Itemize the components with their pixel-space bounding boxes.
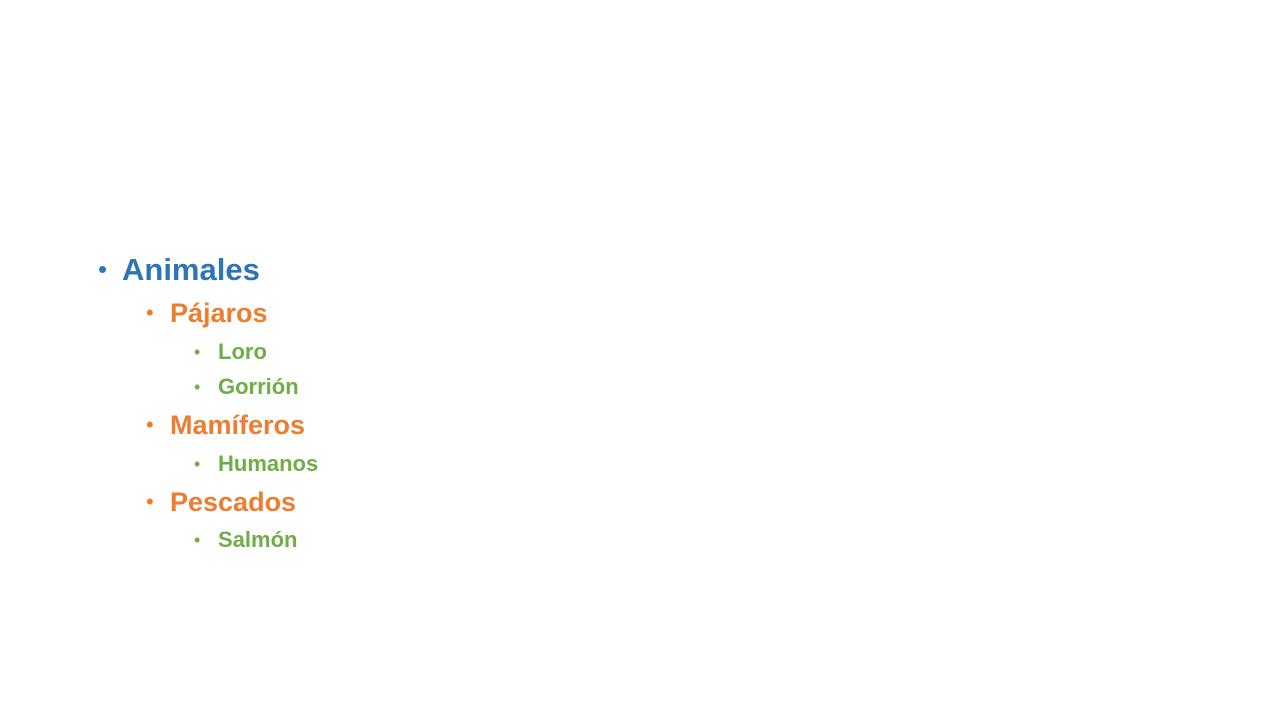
outline-label: Loro <box>218 339 267 364</box>
bullet-dot-icon: • <box>146 489 154 514</box>
outline-item-gorrion: • Gorrión <box>194 374 299 399</box>
outline-label: Mamíferos <box>170 410 306 440</box>
outline-item-mamiferos: • Mamíferos <box>146 410 306 440</box>
bullet-dot-icon: • <box>194 377 201 397</box>
outline-item-pajaros: • Pájaros <box>146 298 268 328</box>
outline-label: Pájaros <box>170 298 268 328</box>
bullet-dot-icon: • <box>98 254 108 284</box>
outline-label: Humanos <box>218 451 319 476</box>
outline-label: Pescados <box>170 487 297 517</box>
bullet-dot-icon: • <box>146 412 154 437</box>
outline-item-salmon: • Salmón <box>194 527 298 552</box>
bullet-dot-icon: • <box>194 454 201 474</box>
outline-label: Gorrión <box>218 374 299 399</box>
outline-item-humanos: • Humanos <box>194 451 319 476</box>
outline-item-animales: • Animales <box>98 252 260 287</box>
bullet-dot-icon: • <box>194 342 201 362</box>
outline-label: Animales <box>122 252 260 287</box>
bullet-dot-icon: • <box>194 530 201 550</box>
outline-item-loro: • Loro <box>194 339 267 364</box>
outline-item-pescados: • Pescados <box>146 487 297 517</box>
outline-label: Salmón <box>218 527 298 552</box>
bullet-dot-icon: • <box>146 300 154 325</box>
